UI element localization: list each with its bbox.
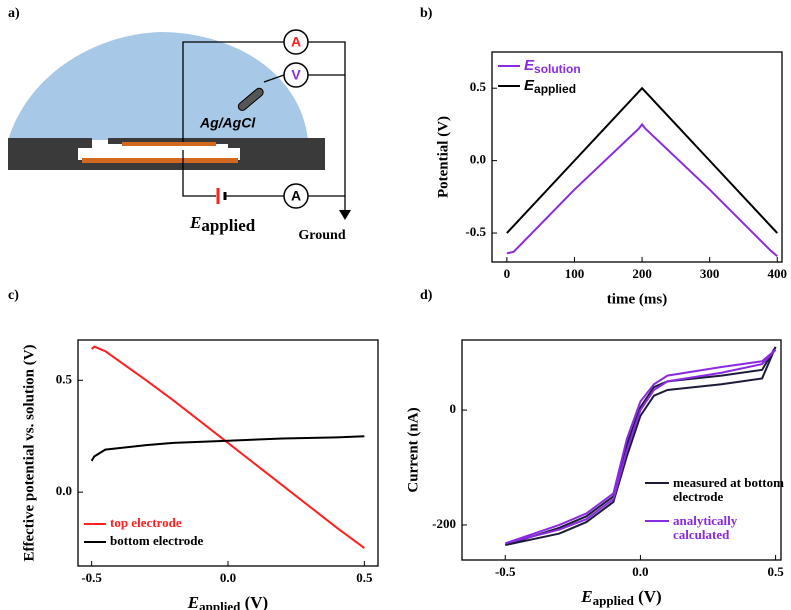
- top-electrode: [122, 142, 216, 146]
- label-part: solution: [534, 62, 581, 76]
- x-tick-label: 300: [700, 266, 720, 281]
- legend-label: Eapplied: [524, 77, 576, 96]
- label-part: (V): [245, 593, 269, 610]
- panel-label: b): [420, 6, 433, 21]
- applied-label: Eapplied: [189, 213, 256, 235]
- label-part: applied: [199, 599, 241, 610]
- y-tick-label: -200: [432, 516, 456, 531]
- y-tick-label: 0: [450, 401, 457, 416]
- series-line: [504, 349, 777, 545]
- axis-label: Eapplied (V): [580, 587, 661, 608]
- legend-entry: measured at bottom electrode: [645, 476, 791, 504]
- x-tick-label: 0: [504, 266, 511, 281]
- label-part: (V): [638, 587, 662, 606]
- x-tick-label: 0.0: [220, 570, 236, 585]
- y-tick-label: 0.0: [56, 483, 72, 498]
- x-tick-label: 400: [768, 266, 788, 281]
- x-tick-label: 0.5: [767, 564, 784, 579]
- panel-label: d): [420, 288, 433, 303]
- legend-label: measured at bottom electrode: [673, 475, 784, 504]
- x-tick-label: -0.5: [495, 564, 516, 579]
- meter-label: V: [291, 67, 301, 83]
- x-tick-label: 0.0: [632, 564, 648, 579]
- legend-label: top electrode: [110, 515, 182, 530]
- series-line: [91, 345, 365, 549]
- axis-label: time (ms): [607, 291, 667, 307]
- legend-label: bottom electrode: [110, 533, 203, 548]
- series-line: [506, 122, 778, 257]
- panel-label: a): [8, 6, 20, 21]
- plot-frame: [461, 339, 782, 561]
- meter: [283, 183, 309, 209]
- legend-entry: analytically calculated: [645, 514, 791, 542]
- droplet: [8, 32, 308, 140]
- x-tick-label: 200: [632, 266, 652, 281]
- label-part: E: [580, 587, 592, 606]
- meter: [283, 62, 309, 88]
- legend-swatch: [645, 520, 669, 522]
- series-line: [506, 86, 778, 234]
- label-part: applied: [593, 593, 635, 608]
- meter-label: A: [291, 34, 301, 50]
- series-line: [90, 435, 365, 462]
- axis-label: Eapplied (V): [187, 593, 268, 610]
- electrode-label: Ag/AgCl: [199, 115, 256, 131]
- y-tick-label: 0.5: [470, 79, 487, 94]
- axis-label: Current (nA): [405, 407, 421, 492]
- membrane: [108, 138, 228, 144]
- y-tick-label: -0.5: [465, 224, 486, 239]
- wires: [182, 41, 346, 212]
- ground-label: Ground: [298, 228, 345, 243]
- label-part: E: [524, 77, 535, 94]
- cell-diagram: A V A Ag/AgCl Eapplied Ground: [8, 29, 351, 243]
- y-tick-label: 0.0: [470, 152, 486, 167]
- label-part: applied: [534, 82, 576, 96]
- meter: [283, 29, 309, 55]
- label-part: E: [187, 593, 199, 610]
- ref-electrode: [237, 87, 264, 111]
- label-part: E: [524, 57, 535, 74]
- meter-label: A: [291, 188, 301, 204]
- plot-frame: [491, 51, 783, 263]
- legend-swatch: [645, 482, 669, 484]
- y-tick-label: 0.5: [56, 371, 73, 386]
- panel-label: c): [8, 288, 19, 303]
- legend-label: Esolution: [524, 57, 581, 76]
- bottom-electrode: [82, 158, 238, 163]
- legend-label: analytically calculated: [673, 513, 738, 542]
- arrow: [339, 210, 351, 220]
- x-tick-label: -0.5: [81, 570, 102, 585]
- axis-label: Potential (V): [435, 116, 451, 198]
- axis-label: Effective potential vs. solution (V): [21, 344, 37, 561]
- x-tick-label: 0.5: [356, 570, 373, 585]
- x-tick-label: 100: [565, 266, 585, 281]
